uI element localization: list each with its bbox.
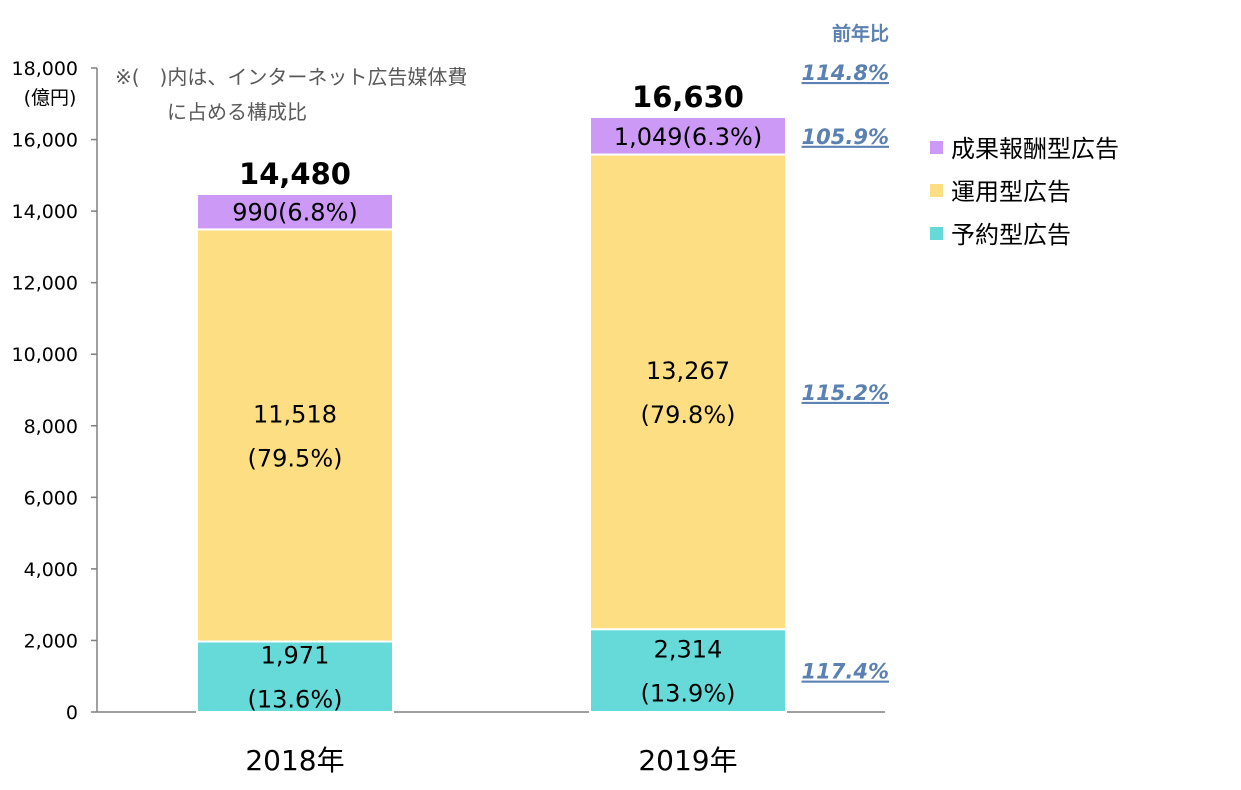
legend-swatch xyxy=(930,227,943,240)
yoy-series-value: 115.2% xyxy=(802,381,889,405)
segment-data-label: (79.8%) xyxy=(641,401,736,429)
legend-swatch xyxy=(930,141,943,154)
legend-swatch xyxy=(930,184,943,197)
y-tick-label: 12,000 xyxy=(12,273,78,295)
bar-segment xyxy=(196,640,394,713)
segment-data-label: 990(6.8%) xyxy=(232,199,358,227)
segment-data-label: (13.9%) xyxy=(641,680,736,708)
y-tick-label: 2,000 xyxy=(24,630,78,652)
legend-label: 運用型広告 xyxy=(951,178,1071,206)
y-axis-unit: (億円) xyxy=(24,87,77,109)
bar-total-label: 16,630 xyxy=(632,80,744,114)
bar-total-label: 14,480 xyxy=(239,157,351,191)
note-line-1: ※( )内は、インターネット広告媒体費 xyxy=(115,65,467,89)
segment-data-label: 13,267 xyxy=(646,357,730,385)
y-tick-label: 16,000 xyxy=(12,130,78,152)
y-tick-label: 10,000 xyxy=(12,344,78,366)
segment-data-label: 1,971 xyxy=(261,642,330,670)
legend-label: 成果報酬型広告 xyxy=(951,135,1119,163)
yoy-series-value: 105.9% xyxy=(802,125,889,149)
yoy-series-value: 117.4% xyxy=(802,660,889,684)
bar-segment xyxy=(196,192,394,231)
y-tick-label: 18,000 xyxy=(12,58,78,80)
segment-data-label: (13.6%) xyxy=(248,686,343,714)
bar-segment xyxy=(196,228,394,643)
segment-data-label: 2,314 xyxy=(654,636,723,664)
x-category-label: 2018年 xyxy=(245,744,344,777)
y-tick-label: 6,000 xyxy=(24,487,78,509)
legend-label: 予約型広告 xyxy=(951,221,1071,249)
bar-segment xyxy=(589,153,787,631)
yoy-header: 前年比 xyxy=(832,22,889,45)
y-tick-label: 8,000 xyxy=(24,416,78,438)
y-tick-label: 4,000 xyxy=(24,559,78,581)
y-tick-label: 14,000 xyxy=(12,201,78,223)
bar-segment xyxy=(589,116,787,156)
note-line-2: に占める構成比 xyxy=(167,100,307,124)
segment-data-label: 1,049(6.3%) xyxy=(614,123,762,151)
segment-data-label: 11,518 xyxy=(253,400,337,428)
segment-data-label: (79.5%) xyxy=(248,444,343,472)
x-category-label: 2019年 xyxy=(638,744,737,777)
y-tick-label: 0 xyxy=(66,702,78,724)
yoy-total: 114.8% xyxy=(802,61,889,85)
